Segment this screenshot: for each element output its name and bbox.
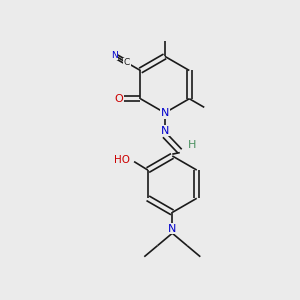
Text: H: H: [188, 140, 196, 150]
Text: N: N: [161, 126, 169, 136]
Text: O: O: [114, 94, 123, 104]
Text: N: N: [161, 108, 169, 118]
Text: N: N: [168, 224, 176, 234]
Text: C: C: [124, 58, 130, 67]
Text: HO: HO: [114, 155, 130, 165]
Text: N: N: [111, 51, 118, 60]
